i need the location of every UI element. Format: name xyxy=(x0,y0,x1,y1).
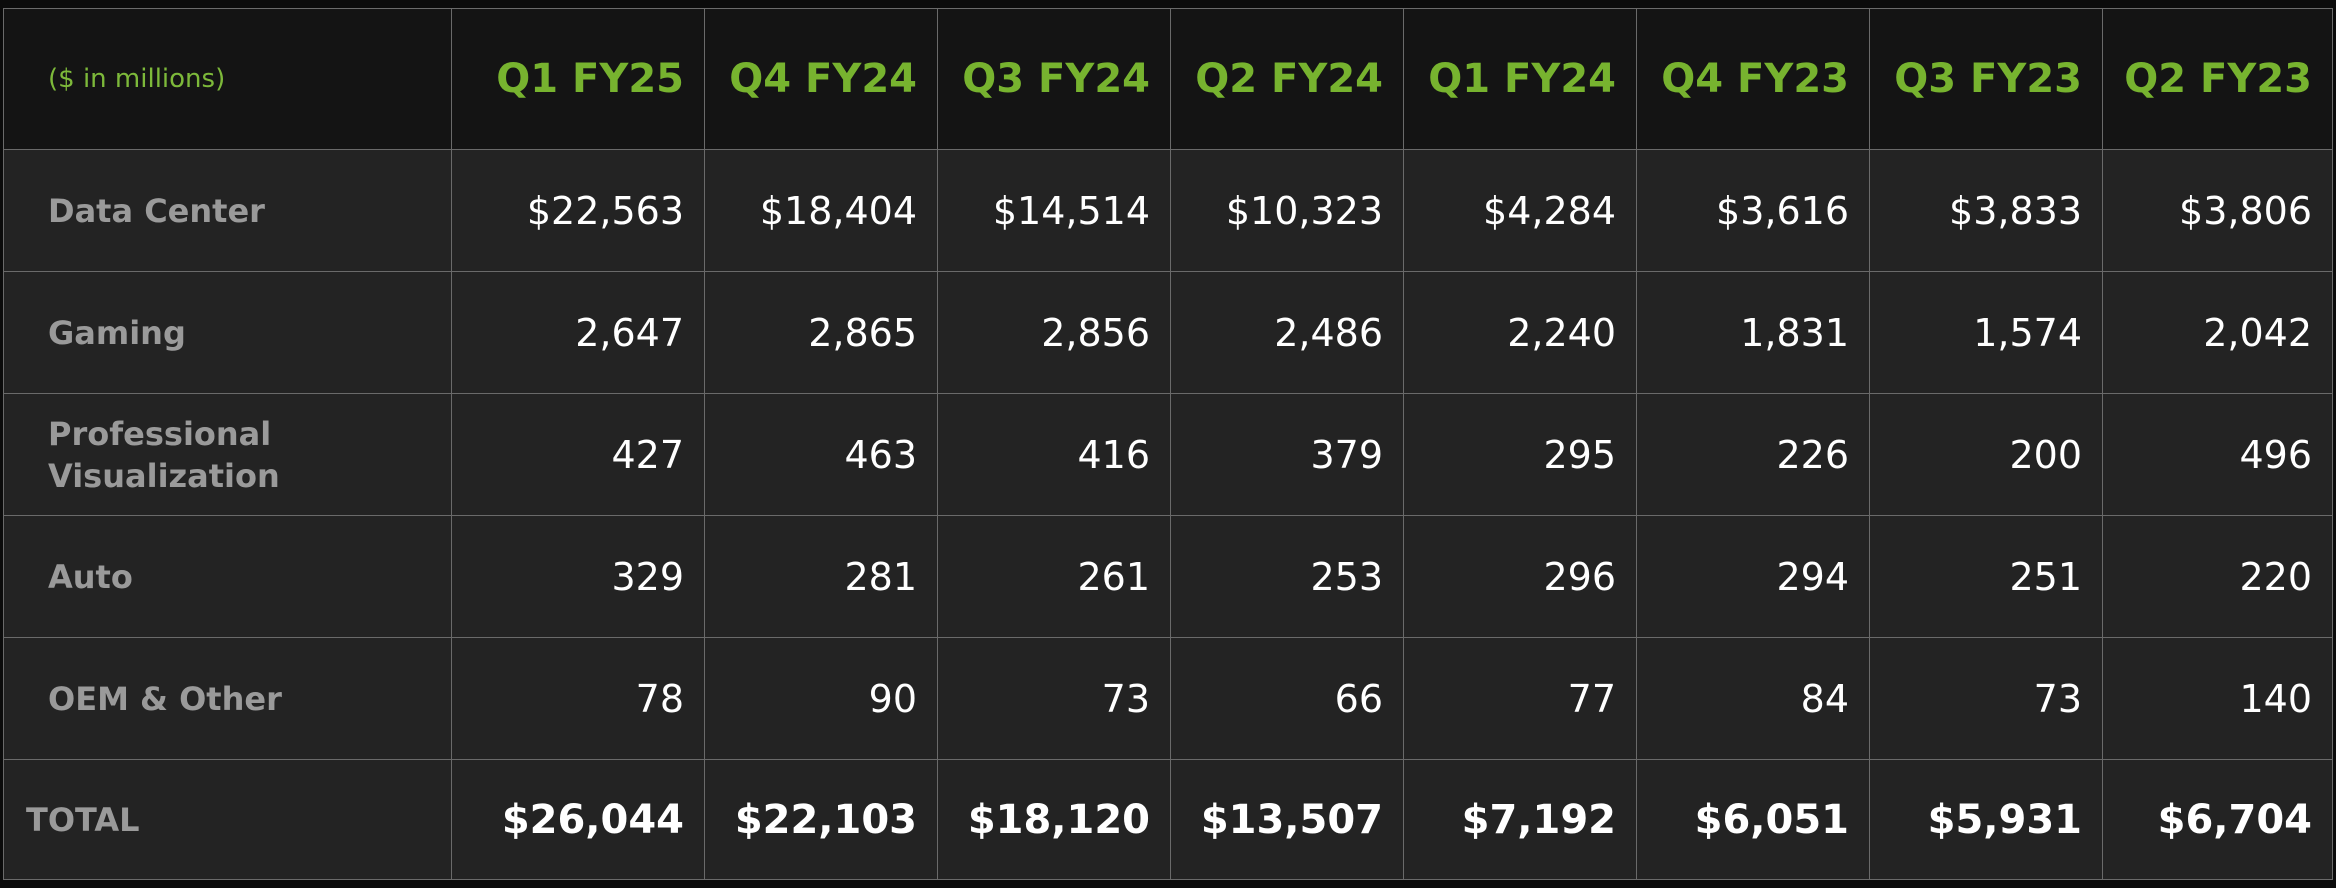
row-label-line: Gaming xyxy=(48,313,186,352)
table-cell: 2,865 xyxy=(704,271,938,394)
column-header: Q4 FY23 xyxy=(1636,8,1870,150)
table-cell: 226 xyxy=(1636,393,1870,516)
row-label-line: Professional xyxy=(48,414,272,453)
row-label-line: Visualization xyxy=(48,456,280,495)
table-cell: 78 xyxy=(451,637,705,760)
column-header: Q2 FY24 xyxy=(1170,8,1404,150)
table-cell: 73 xyxy=(1869,637,2103,760)
table-row: Data Center $22,563 $18,404 $14,514 $10,323 $… xyxy=(3,149,2333,272)
row-label: Gaming xyxy=(3,271,452,394)
total-cell: $18,120 xyxy=(937,759,1171,880)
row-label-line: OEM & Other xyxy=(48,679,282,718)
revenue-by-segment-table: ($ in millions) Q1 FY25 Q4 FY24 Q3 FY24 Q2 … xyxy=(3,8,2333,880)
column-header: Q1 FY24 xyxy=(1403,8,1637,150)
total-cell: $7,192 xyxy=(1403,759,1637,880)
table-row: Professional Visualization 427 463 416 379 295… xyxy=(3,393,2333,516)
row-label-line: Auto xyxy=(48,557,133,596)
table-cell: $3,833 xyxy=(1869,149,2103,272)
total-cell: $6,704 xyxy=(2102,759,2333,880)
total-row: TOTAL $26,044 $22,103 $18,120 $13,507 $7,192 $… xyxy=(3,759,2333,880)
table-cell: 427 xyxy=(451,393,705,516)
unit-label: ($ in millions) xyxy=(3,8,452,150)
table-cell: 2,856 xyxy=(937,271,1171,394)
column-header: Q4 FY24 xyxy=(704,8,938,150)
table-cell: $22,563 xyxy=(451,149,705,272)
table-cell: 2,042 xyxy=(2102,271,2333,394)
table-cell: 329 xyxy=(451,515,705,638)
table-row: Gaming 2,647 2,865 2,856 2,486 2,240 1,831 1,57… xyxy=(3,271,2333,394)
total-label: TOTAL xyxy=(3,759,452,880)
column-header: Q3 FY23 xyxy=(1869,8,2103,150)
table-cell: 77 xyxy=(1403,637,1637,760)
table-cell: 251 xyxy=(1869,515,2103,638)
table-cell: 200 xyxy=(1869,393,2103,516)
table-cell: 2,486 xyxy=(1170,271,1404,394)
total-cell: $6,051 xyxy=(1636,759,1870,880)
table-row: Auto 329 281 261 253 296 294 251 220 xyxy=(3,515,2333,638)
table-cell: $4,284 xyxy=(1403,149,1637,272)
total-cell: $22,103 xyxy=(704,759,938,880)
table-cell: 416 xyxy=(937,393,1171,516)
column-header: Q2 FY23 xyxy=(2102,8,2333,150)
total-cell: $13,507 xyxy=(1170,759,1404,880)
header-row: ($ in millions) Q1 FY25 Q4 FY24 Q3 FY24 Q2 … xyxy=(3,8,2333,150)
column-header: Q1 FY25 xyxy=(451,8,705,150)
column-header: Q3 FY24 xyxy=(937,8,1171,150)
table-cell: 84 xyxy=(1636,637,1870,760)
table-cell: 281 xyxy=(704,515,938,638)
table-cell: 1,831 xyxy=(1636,271,1870,394)
table-cell: 2,240 xyxy=(1403,271,1637,394)
row-label: Auto xyxy=(3,515,452,638)
table-cell: 496 xyxy=(2102,393,2333,516)
table-cell: 261 xyxy=(937,515,1171,638)
table-cell: 140 xyxy=(2102,637,2333,760)
total-cell: $26,044 xyxy=(451,759,705,880)
row-label: OEM & Other xyxy=(3,637,452,760)
table-header: ($ in millions) Q1 FY25 Q4 FY24 Q3 FY24 Q2 … xyxy=(3,8,2333,150)
table-cell: 294 xyxy=(1636,515,1870,638)
table-body: Data Center $22,563 $18,404 $14,514 $10,323 $… xyxy=(3,149,2333,880)
table-cell: 253 xyxy=(1170,515,1404,638)
table-cell: 379 xyxy=(1170,393,1404,516)
table-cell: 296 xyxy=(1403,515,1637,638)
row-label-line: Data Center xyxy=(48,191,265,230)
table-row: OEM & Other 78 90 73 66 77 84 73 140 xyxy=(3,637,2333,760)
table-cell: 463 xyxy=(704,393,938,516)
table-cell: $18,404 xyxy=(704,149,938,272)
table-cell: $10,323 xyxy=(1170,149,1404,272)
table-cell: $14,514 xyxy=(937,149,1171,272)
table-cell: 295 xyxy=(1403,393,1637,516)
table-cell: 90 xyxy=(704,637,938,760)
table-cell: 1,574 xyxy=(1869,271,2103,394)
table-cell: 66 xyxy=(1170,637,1404,760)
table-cell: 220 xyxy=(2102,515,2333,638)
table-cell: $3,806 xyxy=(2102,149,2333,272)
revenue-table-frame: ($ in millions) Q1 FY25 Q4 FY24 Q3 FY24 Q2 … xyxy=(3,8,2333,880)
table-cell: $3,616 xyxy=(1636,149,1870,272)
total-cell: $5,931 xyxy=(1869,759,2103,880)
row-label: Professional Visualization xyxy=(3,393,452,516)
row-label: Data Center xyxy=(3,149,452,272)
table-cell: 2,647 xyxy=(451,271,705,394)
table-cell: 73 xyxy=(937,637,1171,760)
